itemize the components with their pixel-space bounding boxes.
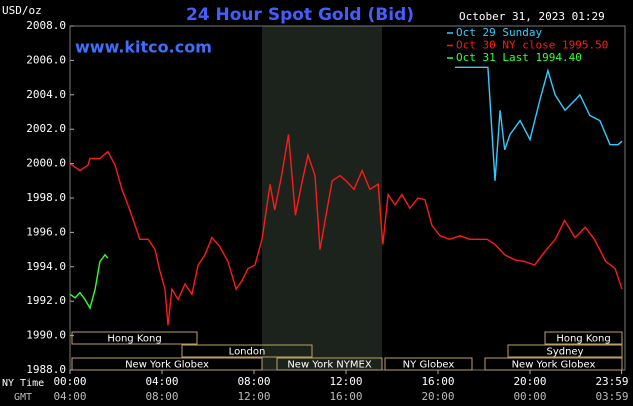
timestamp: October 31, 2023 01:29 bbox=[459, 10, 605, 23]
x-tick-label: 08:00 bbox=[237, 375, 270, 388]
session-box bbox=[71, 357, 263, 371]
price-line bbox=[455, 66, 623, 181]
x2-tick-label: 03:59 bbox=[595, 390, 628, 403]
y-tick-label: 1988.0 bbox=[26, 363, 66, 376]
y-unit: USD/oz bbox=[2, 4, 42, 17]
x-tick-label: 12:00 bbox=[329, 375, 362, 388]
session-label: Hong Kong bbox=[107, 334, 161, 345]
session-box bbox=[71, 331, 198, 345]
chart-title: 24 Hour Spot Gold (Bid) bbox=[186, 5, 414, 25]
x2-tick-label: 04:00 bbox=[53, 390, 86, 403]
session-highlight bbox=[262, 26, 382, 370]
y-tick-label: 1990.0 bbox=[26, 329, 66, 342]
x-tick-label: 16:00 bbox=[421, 375, 454, 388]
x2-tick-label: 12:00 bbox=[237, 390, 270, 403]
sessions: Hong Kong London New York Globex New York N… bbox=[71, 331, 623, 371]
y-tick-label: 2006.0 bbox=[26, 53, 66, 66]
y-tick-label: 2002.0 bbox=[26, 122, 66, 135]
y-tick-label: 1998.0 bbox=[26, 191, 66, 204]
x2-tick-label: 00:00 bbox=[513, 390, 546, 403]
session-label: Sydney bbox=[546, 347, 583, 358]
session-box bbox=[276, 357, 383, 371]
y-tick-label: 2004.0 bbox=[26, 88, 66, 101]
y-tick-label: 1996.0 bbox=[26, 225, 66, 238]
y-tick-label: 2008.0 bbox=[26, 19, 66, 32]
x2-tick-label: 08:00 bbox=[145, 390, 178, 403]
session-label: NY Globex bbox=[403, 360, 455, 371]
x-tick-label: 23:59 bbox=[595, 375, 628, 388]
session-box bbox=[484, 357, 623, 371]
y-tick-label: 2000.0 bbox=[26, 157, 66, 170]
session-box bbox=[384, 357, 473, 371]
y-tick-label: 1994.0 bbox=[26, 260, 66, 273]
x-row-label: GMT bbox=[14, 392, 32, 403]
session-label: Hong Kong bbox=[556, 334, 610, 345]
legend-label: Oct 31 Last 1994.40 bbox=[456, 51, 582, 64]
session-box bbox=[507, 344, 623, 358]
price-line bbox=[69, 134, 623, 326]
session-label: New York Globex bbox=[125, 360, 209, 371]
x-row-label: NY Time bbox=[2, 378, 44, 389]
y-tick-label: 1992.0 bbox=[26, 294, 66, 307]
x2-tick-label: 16:00 bbox=[329, 390, 362, 403]
watermark: www.kitco.com bbox=[75, 38, 212, 57]
legend-label: Oct 30 NY close 1995.50 bbox=[456, 39, 608, 52]
price-line bbox=[69, 253, 109, 310]
session-box bbox=[181, 344, 313, 358]
session-label: New York NYMEX bbox=[287, 360, 372, 371]
session-label: London bbox=[229, 347, 266, 358]
x-tick-label: 04:00 bbox=[145, 375, 178, 388]
x-tick-label: 00:00 bbox=[53, 375, 86, 388]
x2-tick-label: 20:00 bbox=[421, 390, 454, 403]
x-tick-label: 20:00 bbox=[513, 375, 546, 388]
legend-label: Oct 29 Sunday bbox=[456, 26, 542, 39]
plot bbox=[69, 66, 623, 326]
session-label: New York Globex bbox=[512, 360, 596, 371]
session-box bbox=[544, 331, 623, 345]
